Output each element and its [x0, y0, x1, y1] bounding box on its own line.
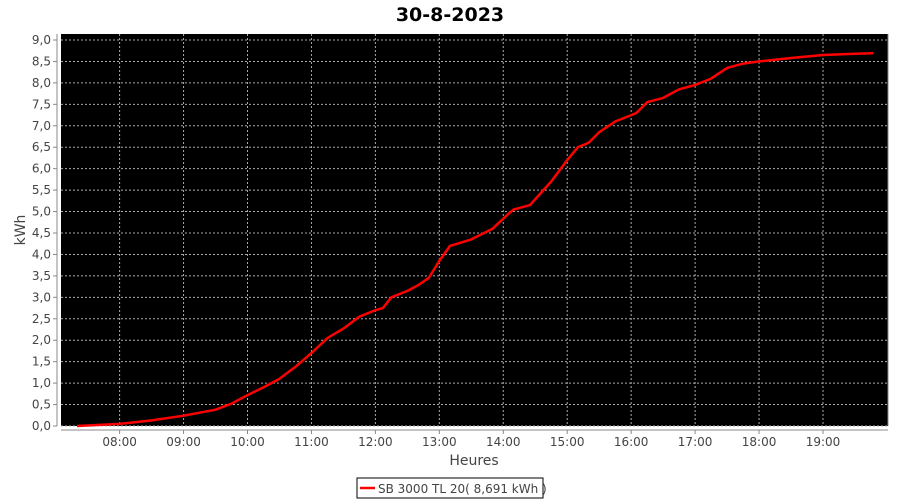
- x-tick-label: 12:00: [358, 435, 393, 449]
- x-tick-label: 19:00: [806, 435, 841, 449]
- y-axis: 0,0 0,5 1,0 1,5 2,0 2,5 3,0 3,5 4,0 4,5 5,0 5,5 6,0 6…: [32, 33, 57, 433]
- y-tick-label: 2,0: [32, 333, 51, 347]
- series-line: [76, 52, 874, 428]
- x-tick-label: 13:00: [422, 435, 457, 449]
- y-tick-label: 9,0: [32, 33, 51, 47]
- y-tick-label: 4,0: [32, 247, 51, 261]
- plot-area: [61, 34, 888, 426]
- chart-title: 30-8-2023: [396, 4, 504, 26]
- y-tick-label: 5,0: [32, 205, 51, 219]
- x-axis-label: Heures: [449, 453, 498, 469]
- y-tick-label: 8,5: [32, 54, 51, 68]
- x-axis: 08:00 09:00 10:00 11:00 12:00 13:00 14:00 15:00…: [102, 430, 840, 449]
- y-tick-label: 3,0: [32, 290, 51, 304]
- x-tick-label: 08:00: [102, 435, 137, 449]
- y-tick-label: 4,5: [32, 226, 51, 240]
- y-tick-label: 7,5: [32, 97, 51, 111]
- y-tick-label: 3,5: [32, 269, 51, 283]
- y-tick-label: 6,0: [32, 162, 51, 176]
- x-tick-label: 11:00: [294, 435, 329, 449]
- grid: [61, 34, 888, 427]
- y-tick-label: 8,0: [32, 76, 51, 90]
- x-tick-label: 18:00: [742, 435, 777, 449]
- legend-label: SB 3000 TL 20( 8,691 kWh ): [378, 482, 547, 496]
- y-axis-label: kWh: [13, 215, 29, 246]
- x-tick-label: 17:00: [678, 435, 713, 449]
- legend-box: [356, 477, 544, 499]
- y-tick-label: 6,5: [32, 140, 51, 154]
- x-tick-label: 09:00: [166, 435, 201, 449]
- x-tick-label: 10:00: [230, 435, 265, 449]
- x-tick-label: 15:00: [550, 435, 585, 449]
- x-tick-label: 16:00: [614, 435, 649, 449]
- y-tick-label: 2,5: [32, 312, 51, 326]
- y-tick-label: 0,5: [32, 398, 51, 412]
- y-tick-label: 1,5: [32, 355, 51, 369]
- y-tick-label: 7,0: [32, 119, 51, 133]
- x-tick-label: 14:00: [486, 435, 521, 449]
- y-tick-label: 5,5: [32, 183, 51, 197]
- y-tick-label: 1,0: [32, 376, 51, 390]
- y-tick-label: 0,0: [32, 419, 51, 433]
- legend: SB 3000 TL 20( 8,691 kWh ): [356, 477, 547, 499]
